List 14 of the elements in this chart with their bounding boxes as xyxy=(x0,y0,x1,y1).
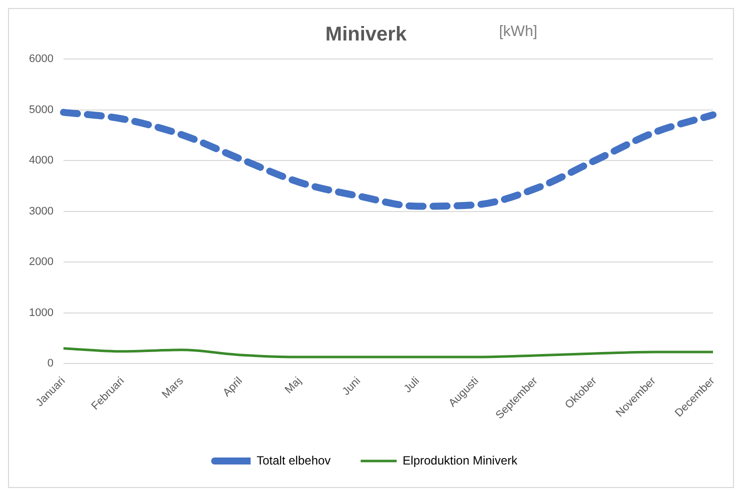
line-series xyxy=(62,347,714,358)
y-tick-label: 1000 xyxy=(28,306,54,319)
legend-label: Totalt elbehov xyxy=(256,453,331,468)
text: [kWh] xyxy=(499,23,538,40)
chart-title: Miniverk xyxy=(325,24,408,46)
y-tick-label: 5000 xyxy=(28,104,54,116)
y-tick-label: 0 xyxy=(47,358,54,370)
y-tick-label: 4000 xyxy=(28,154,54,167)
legend-label: Elproduktion Miniverk xyxy=(402,453,518,468)
x-tick-label: Maj xyxy=(282,375,304,396)
y-tick-label: 6000 xyxy=(28,53,54,66)
y-tick-label: 3000 xyxy=(28,205,54,218)
y-tick-label: 2000 xyxy=(28,256,54,268)
x-tick-label: Juli xyxy=(402,375,422,396)
